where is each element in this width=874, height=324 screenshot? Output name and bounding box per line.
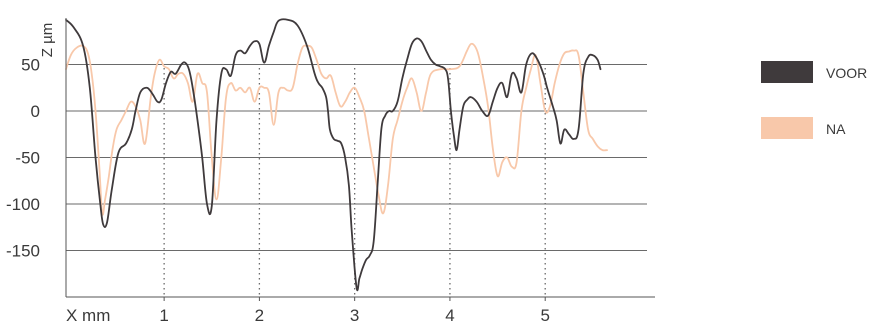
gridlines [66, 64, 647, 251]
y-axis-title: Z µm [39, 23, 56, 57]
series-line-voor [65, 18, 602, 292]
legend-label-na: NA [826, 121, 846, 137]
y-tick-label: -100 [6, 195, 40, 214]
axes [65, 18, 655, 298]
y-tick-label: 50 [21, 56, 40, 75]
x-axis-title: X mm [66, 306, 110, 324]
x-tick-label: 4 [445, 306, 454, 324]
x-tick-label: 1 [159, 306, 168, 324]
y-tick-label: 0 [31, 102, 40, 121]
legend-swatch-na [761, 117, 813, 139]
x-tick-labels: 1 2 3 4 5 [159, 306, 550, 324]
legend: VOOR NA [761, 61, 867, 139]
series-layer [65, 18, 608, 292]
legend-label-voor: VOOR [826, 65, 867, 81]
x-tick-label: 5 [540, 306, 549, 324]
y-tick-label: -50 [15, 149, 40, 168]
x-tick-label: 3 [350, 306, 359, 324]
legend-swatch-voor [761, 61, 813, 83]
y-tick-label: -150 [6, 242, 40, 261]
y-tick-labels: 50 0 -50 -100 -150 [6, 56, 40, 261]
x-tick-label: 2 [255, 306, 264, 324]
series-line-na [65, 42, 608, 216]
